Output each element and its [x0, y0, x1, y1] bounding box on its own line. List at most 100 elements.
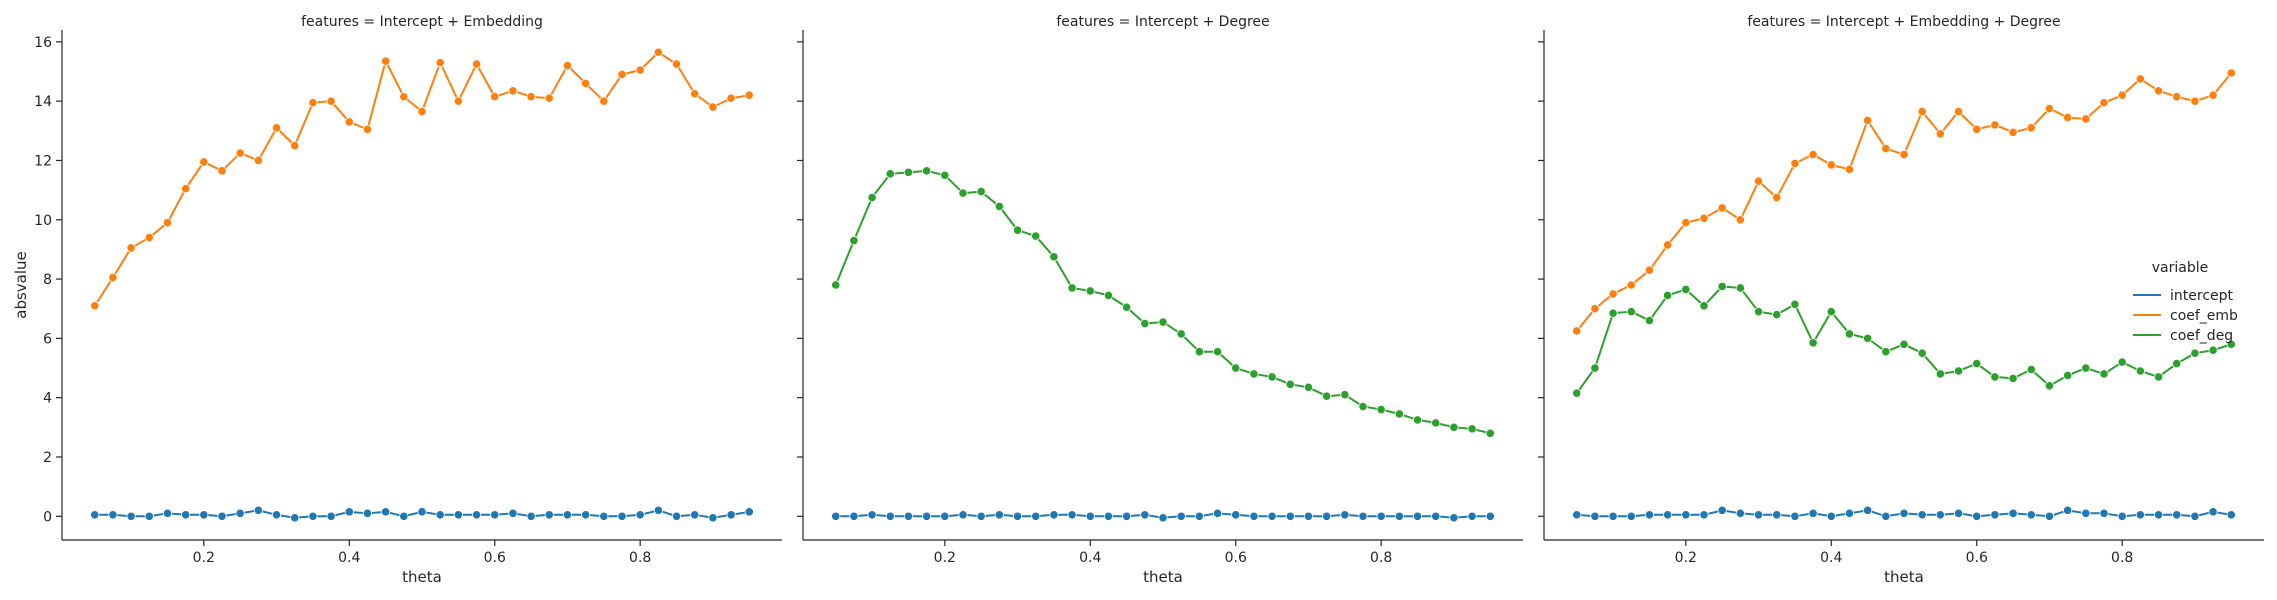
data-point-intercept: [217, 511, 227, 521]
data-point-coef-deg: [2099, 369, 2109, 379]
data-point-intercept: [2153, 510, 2164, 520]
data-point-intercept: [290, 513, 300, 523]
data-point-coef-deg: [849, 235, 859, 246]
data-point-intercept: [1412, 511, 1423, 521]
data-point-coef-deg: [1085, 286, 1095, 296]
data-point-coef-deg: [976, 187, 986, 197]
series-coef-deg: [1572, 281, 2236, 398]
y-tick-label: 8: [43, 272, 52, 288]
data-point-coef-deg: [1322, 391, 1332, 401]
data-point-coef-emb: [744, 90, 754, 100]
data-point-coef-emb: [2135, 74, 2145, 84]
data-point-intercept: [2190, 511, 2200, 521]
data-point-coef-deg: [2208, 345, 2218, 355]
data-point-coef-emb: [1717, 203, 1727, 213]
data-point-coef-emb: [653, 47, 663, 57]
series-line-coef-emb: [93, 51, 750, 307]
data-point-intercept: [690, 510, 700, 520]
data-point-coef-deg: [1790, 299, 1800, 309]
data-point-coef-emb: [1990, 120, 2000, 130]
data-point-intercept: [1863, 505, 1873, 515]
data-point-coef-emb: [2153, 86, 2164, 96]
data-point-coef-deg: [831, 280, 841, 290]
data-point-coef-emb: [2081, 114, 2091, 124]
data-point-coef-emb: [1826, 160, 1836, 170]
panel-title: features = Intercept + Embedding + Degre…: [1747, 14, 2060, 30]
data-point-coef-deg: [1176, 329, 1186, 339]
x-tick-label: 0.2: [193, 550, 215, 566]
data-point-intercept: [976, 511, 986, 521]
data-point-intercept: [903, 511, 914, 521]
data-point-coef-emb: [1935, 129, 1945, 139]
data-point-intercept: [1699, 510, 1709, 520]
x-axis-label: theta: [1143, 568, 1183, 586]
data-point-coef-deg: [1031, 231, 1041, 241]
data-point-coef-emb: [635, 65, 645, 75]
data-point-coef-emb: [1881, 144, 1891, 154]
x-tick-label: 0.6: [1225, 550, 1247, 566]
data-point-intercept: [1990, 510, 2000, 520]
series-coef-deg: [831, 166, 1495, 438]
data-point-coef-emb: [1953, 106, 1964, 117]
data-point-coef-deg: [1449, 422, 1459, 432]
x-tick-label: 0.8: [1370, 550, 1392, 566]
data-point-intercept: [922, 511, 932, 521]
data-point-intercept: [726, 510, 736, 520]
data-point-coef-emb: [1863, 115, 1873, 126]
data-point-intercept: [1340, 510, 1350, 520]
data-point-coef-deg: [1103, 290, 1114, 300]
data-point-intercept: [1626, 511, 1636, 521]
data-point-intercept: [453, 510, 463, 520]
panel-1: features = Intercept + Embedding 0 2 4 6 8 10 1…: [34, 14, 782, 586]
data-point-coef-deg: [1572, 388, 1582, 398]
x-tick-label: 0.4: [1079, 550, 1101, 566]
data-point-intercept: [1140, 510, 1150, 520]
data-point-intercept: [2208, 507, 2218, 517]
data-point-intercept: [308, 511, 318, 521]
data-point-coef-emb: [144, 232, 154, 243]
data-point-coef-emb: [490, 92, 500, 102]
data-point-coef-emb: [362, 124, 373, 134]
data-point-intercept: [1085, 511, 1095, 521]
data-point-coef-deg: [1717, 281, 1727, 292]
data-point-intercept: [544, 510, 554, 520]
data-point-intercept: [708, 513, 718, 523]
data-point-coef-emb: [2117, 90, 2127, 100]
data-point-intercept: [1431, 511, 1441, 521]
data-point-coef-emb: [90, 301, 100, 311]
data-point-intercept: [1790, 511, 1800, 521]
data-point-coef-emb: [544, 93, 554, 103]
x-tick-label: 0.2: [934, 550, 956, 566]
data-point-intercept: [399, 511, 409, 521]
panel-title: features = Intercept + Embedding: [301, 14, 543, 30]
data-point-intercept: [831, 511, 841, 521]
data-point-coef-emb: [1681, 218, 1691, 228]
data-point-intercept: [435, 510, 445, 520]
data-point-intercept: [2044, 511, 2055, 521]
data-point-intercept: [1935, 510, 1945, 520]
data-point-coef-emb: [162, 218, 173, 228]
data-point-coef-emb: [235, 148, 245, 158]
data-point-coef-deg: [1644, 315, 1655, 326]
data-point-intercept: [885, 511, 895, 521]
x-tick-label: 0.8: [629, 550, 651, 566]
data-point-intercept: [2172, 510, 2182, 520]
data-point-coef-deg: [994, 201, 1004, 212]
data-point-coef-deg: [885, 169, 895, 179]
data-point-intercept: [1844, 508, 1855, 518]
data-point-coef-emb: [108, 272, 118, 283]
data-point-coef-deg: [2081, 363, 2091, 373]
data-point-coef-emb: [2226, 68, 2236, 78]
data-point-coef-emb: [1844, 164, 1855, 174]
data-point-coef-emb: [181, 184, 191, 194]
data-point-coef-emb: [1772, 192, 1782, 203]
data-point-intercept: [867, 510, 877, 520]
series-intercept: [90, 505, 754, 523]
panel-2: features = Intercept + Degree 0.2 0.4 0.6 0.…: [797, 14, 1523, 586]
data-point-intercept: [653, 505, 663, 515]
data-point-coef-emb: [2044, 103, 2055, 114]
data-point-coef-deg: [1753, 307, 1764, 317]
data-point-coef-emb: [2099, 98, 2109, 108]
data-point-coef-emb: [271, 123, 282, 133]
